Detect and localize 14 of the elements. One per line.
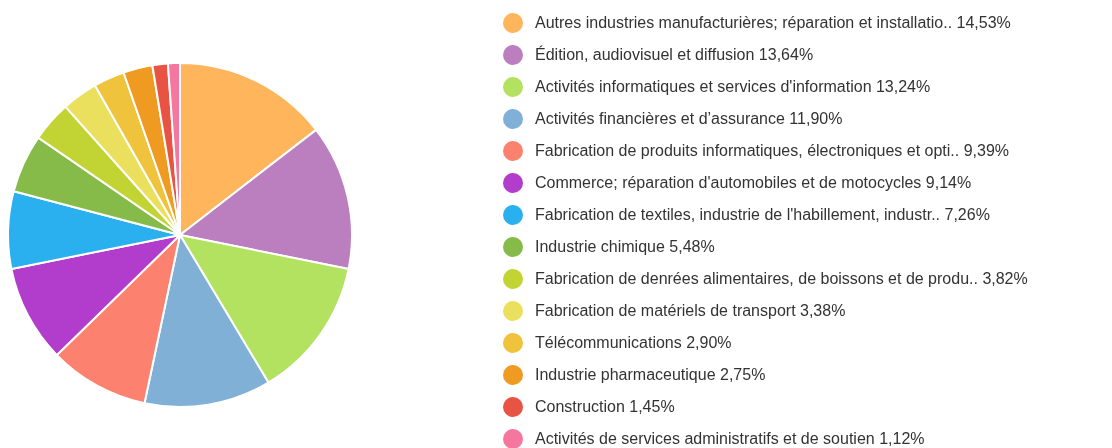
legend-label: Fabrication de textiles, industrie de l'habillement, industr.. 7,26%: [535, 205, 990, 225]
legend-label: Autres industries manufacturières; réparation et installatio.. 14,53%: [535, 13, 1011, 33]
legend-label: Fabrication de matériels de transport 3,38%: [535, 301, 846, 321]
legend-label: Activités informatiques et services d'information 13,24%: [535, 77, 931, 97]
legend-label: Fabrication de denrées alimentaires, de boissons et de produ.. 3,82%: [535, 269, 1028, 289]
legend-label: Activités financières et d’assurance 11,90%: [535, 109, 843, 129]
legend-label: Industrie pharmaceutique 2,75%: [535, 365, 766, 385]
legend-label: Construction 1,45%: [535, 397, 675, 417]
legend-label: Commerce; réparation d'automobiles et de motocycles 9,14%: [535, 173, 972, 193]
legend-label: Activités de services administratifs et de soutien 1,12%: [535, 429, 925, 448]
legend-label: Fabrication de produits informatiques, électroniques et opti.. 9,39%: [535, 141, 1010, 161]
legend-label: Édition, audiovisuel et diffusion 13,64%: [535, 44, 814, 65]
legend-label: Industrie chimique 5,48%: [535, 237, 715, 257]
legend-label: Télécommunications 2,90%: [535, 333, 732, 353]
